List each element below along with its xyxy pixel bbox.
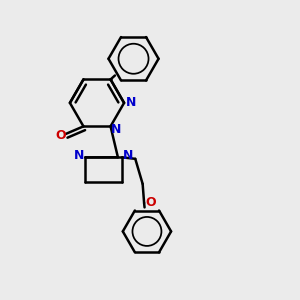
- Text: O: O: [55, 129, 66, 142]
- Text: N: N: [125, 96, 136, 109]
- Text: N: N: [111, 123, 121, 136]
- Text: N: N: [74, 148, 85, 161]
- Text: N: N: [123, 148, 133, 161]
- Text: O: O: [145, 196, 156, 209]
